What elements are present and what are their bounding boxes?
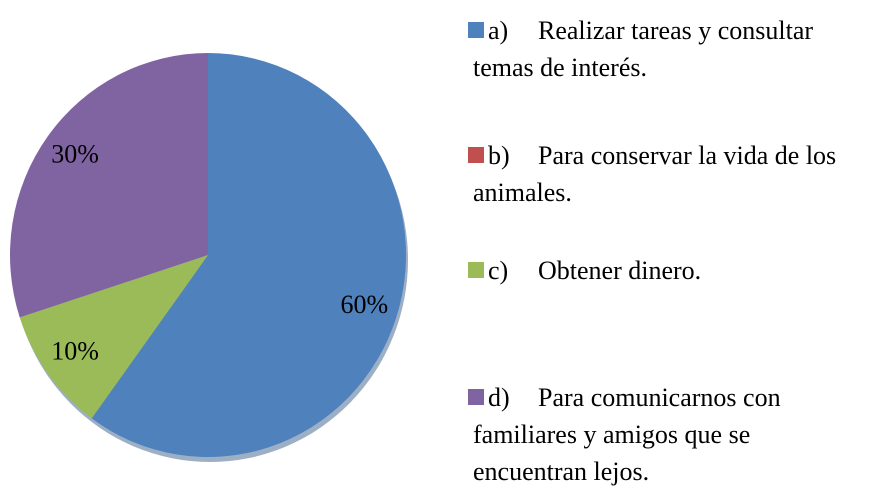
legend-label: d) Para comunicarnos con familiares y am… [473, 383, 788, 486]
legend-swatch [468, 389, 484, 405]
legend-label: a) Realizar tareas y consultar temas de … [473, 16, 820, 82]
legend-label: b) Para conservar la vida de los animale… [473, 141, 843, 207]
legend-item: c) Obtener dinero. [468, 252, 865, 289]
pie-slice [19, 255, 208, 419]
legend-item: a) Realizar tareas y consultar temas de … [468, 12, 865, 86]
legend-swatch [468, 147, 484, 163]
data-label: 30% [51, 139, 99, 168]
legend-swatch [468, 262, 484, 278]
legend-label: c) Obtener dinero. [488, 256, 702, 285]
legend-swatch [468, 22, 484, 38]
data-label: 60% [340, 290, 388, 319]
legend-item: d) Para comunicarnos con familiares y am… [468, 379, 865, 486]
pie-slice [91, 53, 406, 457]
pie-slice [9, 53, 208, 318]
legend-item: b) Para conservar la vida de los animale… [468, 137, 865, 211]
data-label: 10% [51, 337, 99, 366]
